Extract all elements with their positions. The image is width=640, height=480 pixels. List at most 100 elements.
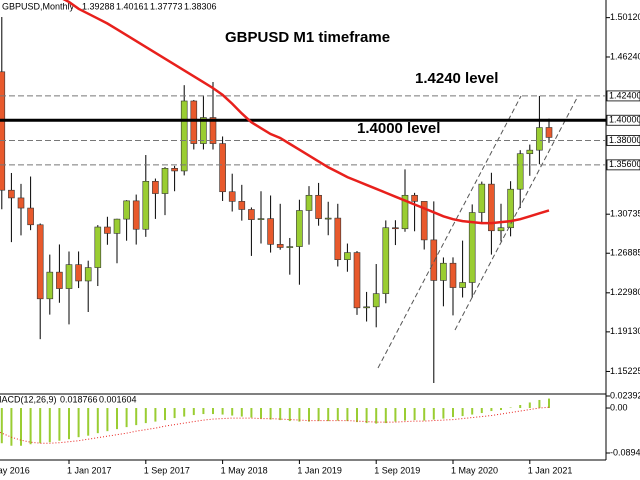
- x-tick-label: 1 Sep 2019: [374, 465, 420, 475]
- macd-y-tick-label: -0.08947: [610, 447, 640, 457]
- macd-label: MACD(12,26,9): [0, 394, 57, 404]
- candle-body: [267, 218, 274, 245]
- candle-body: [257, 218, 265, 220]
- level-label-box: [606, 135, 640, 146]
- level-label: 1.42400: [609, 90, 640, 100]
- macd-bar: [288, 408, 291, 422]
- y-tick-label: 1.15225: [610, 366, 640, 376]
- candle-body: [113, 218, 121, 234]
- macd-bar: [164, 408, 166, 421]
- candle-body: [478, 183, 486, 213]
- price-plot: [0, 17, 553, 383]
- candle-body: [296, 210, 303, 247]
- annotation: 1.4000 level: [357, 120, 440, 137]
- macd-main-value: 0.018766: [60, 394, 98, 404]
- x-tick-label: May 2016: [0, 465, 30, 475]
- macd-bar: [20, 408, 22, 446]
- candle-body: [276, 244, 284, 248]
- x-tick-label: 1 Jan 2021: [528, 465, 573, 475]
- macd-bar: [346, 408, 349, 422]
- header-high: 1.40161: [116, 1, 149, 11]
- candle-body: [507, 188, 514, 229]
- candle-body: [8, 189, 15, 199]
- candle-body: [228, 191, 236, 202]
- macd-bar: [221, 408, 224, 415]
- macd-bar: [365, 408, 368, 424]
- y-tick-label: 1.30735: [610, 209, 640, 219]
- x-tick-label: 1 Jan 2019: [297, 465, 342, 475]
- macd-bar: [298, 408, 301, 422]
- macd-y-tick-label: 0.02392: [610, 390, 640, 400]
- macd-bar: [269, 408, 272, 420]
- macd-bar: [39, 408, 42, 444]
- macd-bar: [192, 408, 195, 416]
- macd-bar: [356, 408, 358, 423]
- candle-body: [171, 168, 178, 172]
- candle-body: [123, 200, 130, 220]
- candle-body: [372, 293, 380, 308]
- level-label-box: [606, 90, 640, 102]
- candle-body: [84, 267, 92, 282]
- macd-bar: [490, 408, 493, 412]
- candle-body: [344, 252, 351, 260]
- candle-body: [0, 71, 6, 191]
- candle-body: [459, 282, 466, 288]
- candle-body: [334, 217, 342, 260]
- y-tick-label: 1.19130: [610, 326, 640, 336]
- macd-bar: [29, 408, 32, 445]
- candle-body: [17, 197, 25, 209]
- macd-bar: [125, 408, 128, 428]
- header-close: 1.38306: [184, 1, 217, 11]
- candle-body: [411, 194, 418, 202]
- candle-body: [401, 194, 409, 230]
- candle-body: [248, 209, 255, 220]
- macd-bar: [442, 408, 445, 419]
- candle-body: [161, 168, 169, 194]
- macd-bar: [375, 408, 378, 424]
- macd-bar: [202, 408, 205, 415]
- macd-bar: [394, 408, 397, 422]
- candle-body: [56, 271, 63, 289]
- macd-bar: [183, 408, 186, 417]
- level-label: 1.40000: [609, 115, 640, 125]
- candle-body: [526, 149, 534, 155]
- candle-body: [536, 127, 543, 151]
- macd-bar: [404, 408, 406, 421]
- macd-bar: [106, 408, 109, 432]
- macd-bar: [471, 408, 474, 415]
- candle-body: [209, 117, 217, 144]
- level-label-box: [606, 114, 640, 126]
- y-tick-label: 1.46240: [610, 51, 640, 61]
- macd-bar: [538, 399, 541, 409]
- candle-body: [488, 183, 495, 232]
- macd-bar: [250, 408, 253, 418]
- macd-bar: [317, 408, 320, 422]
- channel-line: [377, 95, 522, 369]
- level-label: 1.35600: [609, 159, 640, 169]
- macd-bar: [480, 408, 483, 414]
- macd-bar: [48, 408, 51, 443]
- macd-bar: [519, 405, 522, 409]
- macd-bar: [500, 408, 502, 411]
- macd-bar: [452, 408, 454, 418]
- candle-body: [382, 227, 390, 294]
- macd-bar: [10, 408, 13, 446]
- y-tick-label: 1.22980: [610, 287, 640, 297]
- candle-body: [305, 194, 313, 211]
- channel-line: [454, 95, 579, 331]
- macd-bar: [279, 408, 282, 421]
- x-tick-label: 1 Jan 2017: [67, 465, 112, 475]
- macd-bar: [336, 408, 339, 421]
- macd-bar: [528, 402, 531, 409]
- candle-body: [392, 227, 399, 230]
- macd-bar: [77, 408, 80, 438]
- candle-body: [449, 262, 457, 288]
- x-tick-label: 1 May 2020: [451, 465, 498, 475]
- macd-bar: [173, 408, 176, 419]
- candle-body: [430, 239, 438, 281]
- candle-body: [190, 100, 198, 144]
- level-label-box: [606, 159, 640, 171]
- macd-bar: [144, 408, 147, 424]
- macd-bar: [423, 408, 426, 421]
- candle-body: [142, 180, 150, 230]
